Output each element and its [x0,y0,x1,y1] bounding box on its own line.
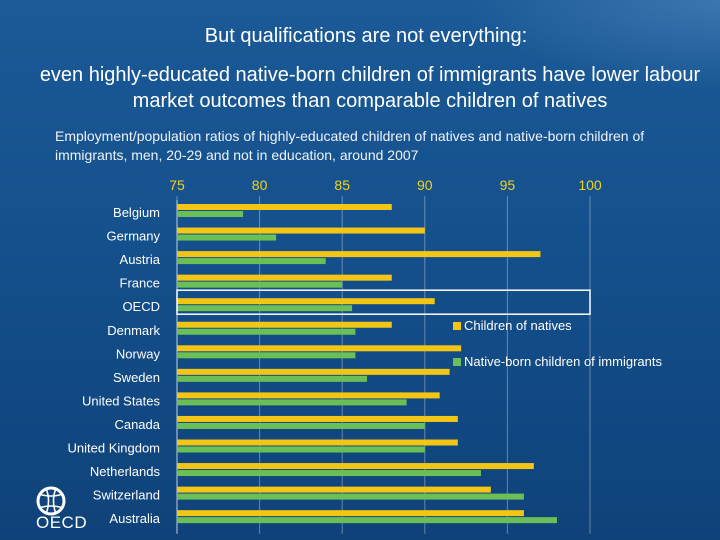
category-label: Norway [116,346,161,361]
bar-children-of-immigrants [177,399,407,406]
bar-children-of-natives [177,227,425,234]
x-tick-label: 100 [578,177,602,193]
category-label: Canada [114,417,160,432]
bar-children-of-natives [177,392,440,399]
category-label: United States [82,393,161,408]
oecd-highlight-box [176,289,591,315]
category-label: United Kingdom [68,441,161,456]
bar-children-of-natives [177,274,392,281]
x-tick-label: 95 [500,177,516,193]
bar-children-of-natives [177,486,491,493]
bar-children-of-immigrants [177,305,353,312]
bar-children-of-natives [177,368,450,375]
category-labels: Belgium Germany Austria France OECD Denmark No… [68,205,161,526]
bar-children-of-immigrants [177,352,356,359]
x-tick-label: 90 [417,177,433,193]
bar-children-of-immigrants [177,258,326,265]
x-axis-ticks: 75 80 85 90 95 100 [169,177,602,193]
bars [177,204,557,524]
bar-children-of-immigrants [177,493,524,500]
bar-children-of-immigrants [177,470,481,477]
bar-children-of-immigrants [177,281,343,288]
bar-children-of-natives [177,463,534,470]
category-label: Belgium [113,205,160,220]
bar-children-of-natives [177,298,435,305]
slide-subtitle: even highly-educated native-born childre… [39,64,701,112]
category-label: Australia [109,511,160,526]
oecd-logo-text: OECD [36,513,88,532]
bar-children-of-natives [177,439,458,446]
category-label: Austria [120,252,161,267]
chart-caption: Employment/population ratios of highly-e… [55,128,645,163]
bar-children-of-natives [177,251,541,258]
bar-children-of-natives [177,510,524,517]
legend-swatch-immigrants [453,358,461,366]
legend-swatch-natives [453,322,461,330]
bar-children-of-immigrants [177,328,356,335]
legend-label-natives: Children of natives [464,318,572,333]
legend-label-immigrants: Native-born children of immigrants [464,354,662,369]
bar-children-of-natives [177,321,392,328]
x-tick-label: 80 [252,177,268,193]
x-tick-label: 75 [169,177,185,193]
bar-children-of-immigrants [177,517,557,524]
category-label: Denmark [107,323,160,338]
bar-children-of-immigrants [177,234,277,241]
category-label: Germany [107,229,161,244]
category-label: France [120,276,160,291]
oecd-logo-icon [36,486,66,516]
category-label: Switzerland [93,488,160,503]
bar-children-of-immigrants [177,446,425,453]
category-label: Netherlands [90,464,161,479]
bar-children-of-natives [177,204,392,210]
bar-children-of-natives [177,415,458,422]
legend: Children of natives Native-born children… [453,318,662,369]
category-label: Sweden [113,370,160,385]
bar-children-of-immigrants [177,211,244,217]
bar-children-of-immigrants [177,422,425,429]
bar-children-of-immigrants [177,375,367,382]
background-glow [460,0,720,90]
bar-children-of-natives [177,345,462,352]
x-tick-label: 85 [334,177,350,193]
slide-title: But qualifications are not everything: [204,25,528,47]
category-label: OECD [122,299,160,314]
